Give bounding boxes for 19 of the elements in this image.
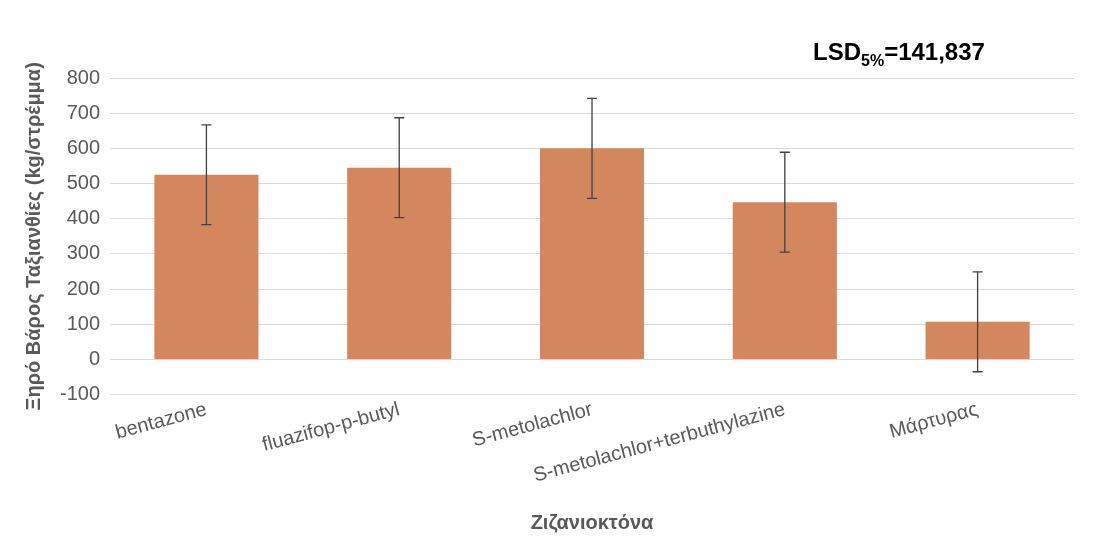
y-tick-label: 200 (66, 276, 101, 299)
y-tick-label: -100 (60, 382, 101, 405)
y-tick-label: 500 (66, 171, 101, 194)
y-tick-label: 800 (66, 65, 101, 88)
y-tick-label: 300 (66, 241, 101, 264)
x-tick-label: Μάρτυρας (886, 397, 981, 442)
bar (539, 148, 645, 359)
y-tick-label: 400 (66, 206, 101, 229)
y-axis-title: Ξηρό Βάρος Ταξιανθίες (kg/στρέμμα) (21, 62, 44, 411)
bar (154, 174, 259, 359)
y-tick-label: 600 (66, 135, 101, 158)
x-axis-title: Ζιζανιοκτόνα (530, 510, 655, 533)
bar (347, 167, 452, 359)
bar (925, 321, 1030, 359)
bar (732, 202, 837, 359)
x-tick-label: bentazone (112, 397, 209, 443)
y-tick-label: 0 (88, 346, 101, 369)
y-tick-label: 100 (66, 311, 101, 334)
y-tick-label: 700 (66, 100, 101, 123)
